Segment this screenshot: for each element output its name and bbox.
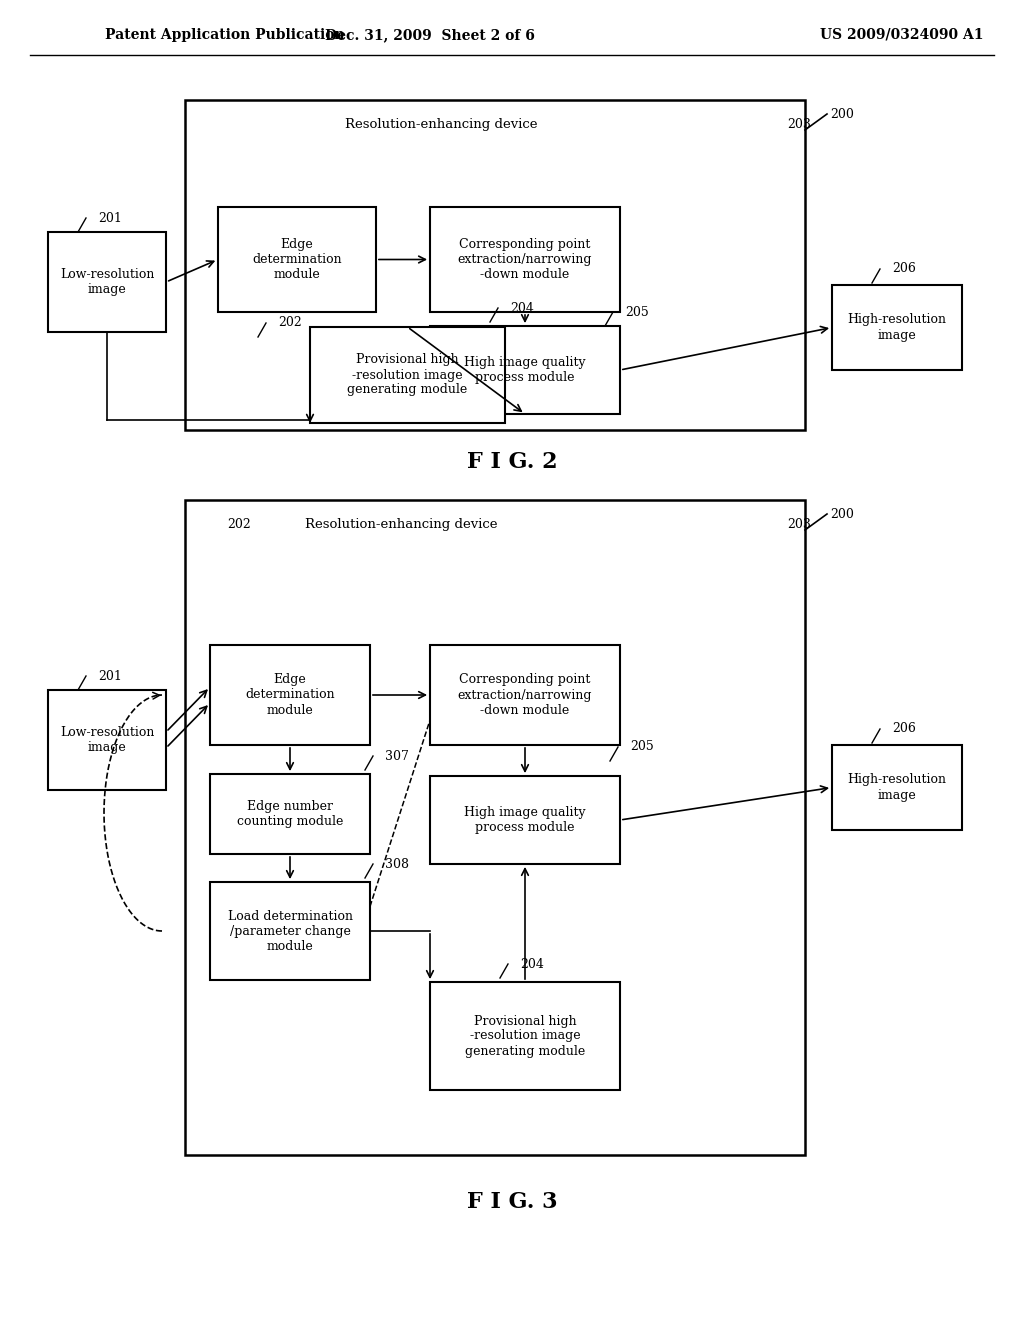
Bar [430,776,620,865]
Text: F I G. 3: F I G. 3 [467,1191,557,1213]
Text: High image quality
process module: High image quality process module [464,356,586,384]
Text: Corresponding point
extraction/narrowing
-down module: Corresponding point extraction/narrowing… [458,238,592,281]
Text: 200: 200 [830,507,854,520]
Bar [430,982,620,1090]
Text: 201: 201 [98,211,122,224]
Text: 202: 202 [278,317,302,330]
Bar [210,645,370,744]
Text: Provisional high
-resolution image
generating module: Provisional high -resolution image gener… [347,354,468,396]
Bar [831,744,962,830]
Bar [210,774,370,854]
Text: Edge
determination
module: Edge determination module [245,673,335,717]
Text: F I G. 2: F I G. 2 [467,451,557,473]
Text: 205: 205 [630,741,653,754]
Bar [310,327,505,422]
Text: US 2009/0324090 A1: US 2009/0324090 A1 [820,28,983,42]
Bar [48,232,166,333]
Text: Corresponding point
extraction/narrowing
-down module: Corresponding point extraction/narrowing… [458,673,592,717]
Text: 205: 205 [625,305,649,318]
Text: 201: 201 [98,669,122,682]
Text: Resolution-enhancing device: Resolution-enhancing device [305,517,498,531]
Bar [831,285,962,370]
Text: Edge number
counting module: Edge number counting module [237,800,343,828]
Bar [430,326,620,414]
Text: Edge
determination
module: Edge determination module [252,238,342,281]
Text: Load determination
/parameter change
module: Load determination /parameter change mod… [227,909,352,953]
Text: Resolution-enhancing device: Resolution-enhancing device [345,117,538,131]
Text: Low-resolution
image: Low-resolution image [59,726,155,754]
Text: 202: 202 [227,517,251,531]
Text: 308: 308 [385,858,409,870]
Text: Low-resolution
image: Low-resolution image [59,268,155,296]
Text: Patent Application Publication: Patent Application Publication [105,28,345,42]
Text: 200: 200 [830,107,854,120]
Bar [218,207,376,312]
Text: 203: 203 [787,117,811,131]
Text: 206: 206 [892,722,915,735]
Text: 203: 203 [787,517,811,531]
Text: Dec. 31, 2009  Sheet 2 of 6: Dec. 31, 2009 Sheet 2 of 6 [325,28,535,42]
Bar [430,645,620,744]
Bar [185,500,805,1155]
Text: High-resolution
image: High-resolution image [848,314,946,342]
Text: 206: 206 [892,263,915,276]
Text: High image quality
process module: High image quality process module [464,807,586,834]
Bar [48,690,166,789]
Bar [430,207,620,312]
Text: 204: 204 [520,957,544,970]
Bar [210,882,370,979]
Bar [185,100,805,430]
Text: 204: 204 [510,301,534,314]
Text: High-resolution
image: High-resolution image [848,774,946,801]
Text: Provisional high
-resolution image
generating module: Provisional high -resolution image gener… [465,1015,585,1057]
Text: 307: 307 [385,750,409,763]
